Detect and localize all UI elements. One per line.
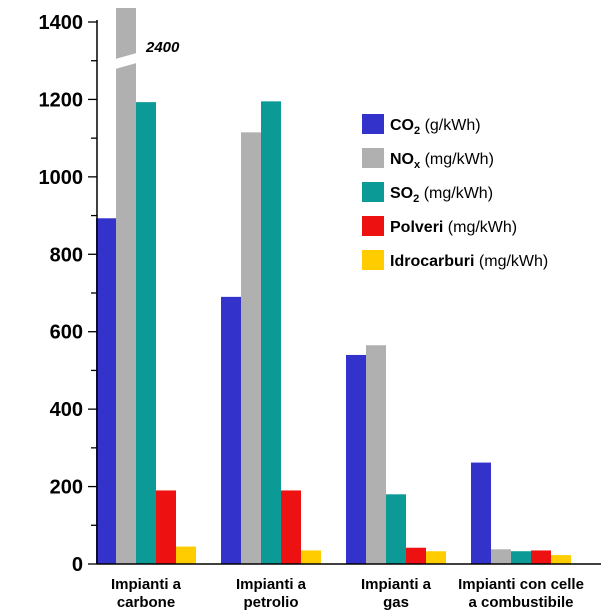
legend-swatch [362,148,384,168]
category-label: Impianti a [111,576,182,593]
legend-swatch [362,216,384,236]
bar-so2-2 [386,494,406,564]
legend-entry: CO2 (g/kWh) [390,117,481,137]
bar-co2-3 [471,462,491,564]
break-value-label: 2400 [145,39,180,56]
category-label: Impianti con celle [458,576,584,593]
bar-polveri-3 [531,550,551,564]
y-tick-label: 600 [50,322,83,344]
category-label: gas [383,594,409,611]
y-tick-label: 1200 [39,89,84,111]
category-label: Impianti a [236,576,307,593]
y-tick-label: 1000 [39,167,84,189]
legend-swatch [362,114,384,134]
bar-idrocarburi-1 [301,550,321,564]
axis-break-mark [112,52,140,70]
bar-idrocarburi-3 [551,555,571,564]
bar-so2-0 [136,102,156,564]
bar-so2-3 [511,551,531,564]
y-tick-label: 800 [50,244,83,266]
bar-idrocarburi-0 [176,546,196,564]
bar-nox-0 [116,8,136,564]
y-tick-label: 0 [72,554,83,576]
bar-so2-1 [261,101,281,564]
category-label: a combustibile [468,594,573,611]
legend-entry: NOx (mg/kWh) [390,151,494,171]
y-tick-label: 400 [50,399,83,421]
legend-swatch [362,182,384,202]
bar-nox-1 [241,132,261,565]
category-label: carbone [117,594,175,611]
legend: CO2 (g/kWh) NOx (mg/kWh) SO2 (mg/kWh) Polve… [362,114,548,270]
y-axis: 0 200 400 600 800 1000 1200 1400 [39,12,601,576]
bar-nox-2 [366,345,386,564]
legend-entry: Idrocarburi (mg/kWh) [390,253,548,270]
y-tick-label: 1400 [39,12,84,34]
bars [96,8,571,565]
bar-polveri-2 [406,547,426,564]
bar-polveri-1 [281,490,301,564]
bar-idrocarburi-2 [426,551,446,564]
bar-co2-1 [221,296,241,564]
bar-co2-0 [96,218,116,564]
legend-entry: SO2 (mg/kWh) [390,185,493,205]
legend-entry: Polveri (mg/kWh) [390,219,517,236]
legend-swatch [362,250,384,270]
y-tick-label: 200 [50,477,83,499]
category-label: petrolio [244,594,299,611]
bar-nox-3 [491,549,511,564]
bar-co2-2 [346,354,366,564]
category-label: Impianti a [361,576,432,593]
bar-polveri-0 [156,490,176,564]
